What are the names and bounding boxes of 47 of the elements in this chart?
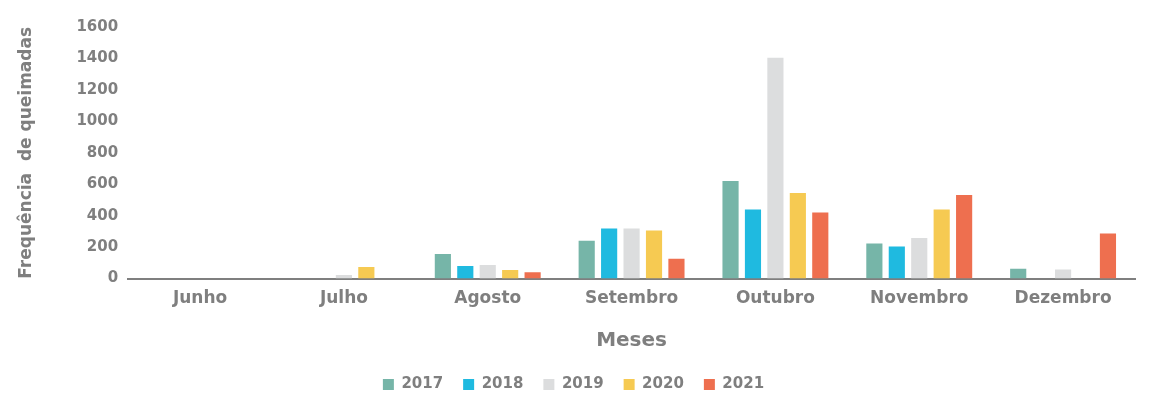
x-tick-label: Setembro	[584, 287, 679, 308]
bar	[502, 269, 519, 279]
y-tick-label: 1000	[76, 111, 119, 130]
legend-label: 2021	[722, 374, 765, 393]
y-tick-label: 0	[107, 268, 119, 287]
bar	[358, 267, 375, 279]
bar	[645, 230, 663, 279]
legend-label: 2019	[561, 374, 604, 393]
bar	[457, 266, 474, 279]
bar	[434, 254, 451, 279]
bar	[1010, 268, 1027, 279]
bar	[744, 209, 762, 279]
y-tick-label: 800	[86, 142, 119, 161]
y-tick-label: 600	[86, 174, 119, 193]
bar	[623, 228, 640, 279]
bar	[524, 272, 541, 279]
y-tick-label: 400	[86, 205, 119, 224]
bar	[888, 246, 905, 279]
bar	[956, 194, 973, 279]
bar	[866, 243, 883, 279]
y-tick-label: 1200	[76, 79, 119, 98]
bar	[767, 57, 784, 279]
x-axis-title: Meses	[596, 327, 667, 352]
bar	[933, 209, 950, 279]
legend-label: 2018	[481, 374, 524, 393]
x-tick-label: Junho	[171, 287, 228, 308]
legend-label: 2020	[642, 374, 684, 393]
x-tick-label: Dezembro	[1014, 287, 1112, 308]
bar	[911, 238, 928, 279]
x-tick-label: Novembro	[870, 287, 969, 308]
bar	[601, 228, 618, 279]
bar	[1099, 233, 1117, 279]
bar	[578, 240, 595, 279]
x-tick-label: Julho	[318, 287, 368, 308]
y-tick-label: 200	[86, 237, 119, 256]
y-tick-label: 1400	[76, 48, 119, 67]
bar	[722, 181, 739, 279]
bar	[1055, 269, 1072, 279]
bar	[479, 264, 496, 279]
bar	[812, 212, 829, 279]
bar	[789, 193, 806, 279]
y-tick-label: 1600	[76, 16, 119, 35]
y-axis-title: Frequência de queimadas	[14, 26, 35, 279]
x-tick-label: Outubro	[735, 287, 815, 308]
x-tick-label: Agosto	[454, 287, 522, 308]
legend-label: 2017	[401, 374, 444, 393]
bar	[668, 258, 685, 279]
